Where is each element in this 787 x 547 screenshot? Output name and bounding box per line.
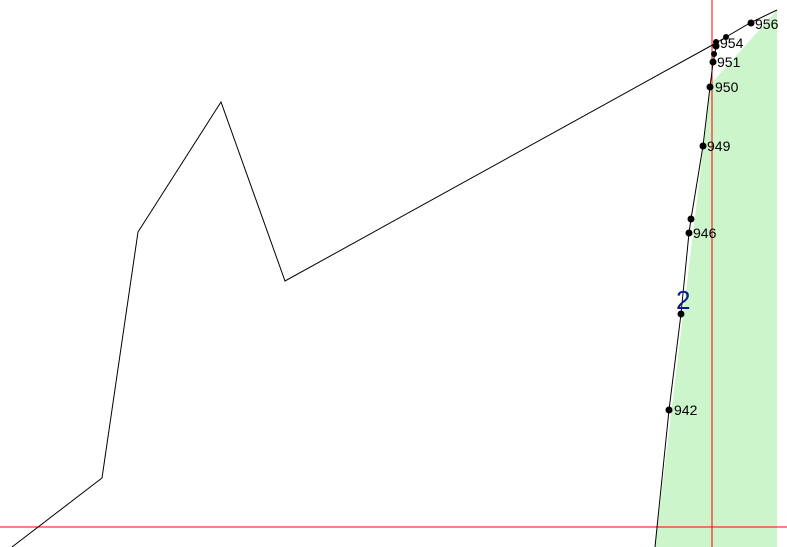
- point-label: 949: [707, 138, 731, 154]
- point-label: 950: [715, 79, 739, 95]
- point-marker: [713, 39, 719, 45]
- point-marker: [709, 58, 717, 66]
- point-marker: [687, 215, 695, 223]
- point-marker: [723, 34, 729, 40]
- point-label: 951: [717, 54, 741, 70]
- point-marker: [685, 229, 693, 237]
- survey-point-956[interactable]: 956: [747, 16, 779, 32]
- parcel-number-label[interactable]: 2: [676, 285, 690, 315]
- point-marker: [665, 406, 673, 414]
- point-marker: [699, 142, 707, 150]
- point-marker: [747, 19, 755, 27]
- survey-point-949[interactable]: 949: [699, 138, 731, 154]
- point-marker: [711, 51, 717, 57]
- survey-point-unlabeled[interactable]: [687, 215, 695, 223]
- point-marker: [677, 310, 685, 318]
- point-marker: [706, 83, 714, 91]
- survey-point-unlabeled[interactable]: [711, 51, 717, 57]
- survey-point-unlabeled[interactable]: [677, 310, 685, 318]
- survey-point-951[interactable]: 951: [709, 54, 741, 70]
- survey-point-unlabeled[interactable]: [723, 34, 729, 40]
- point-label: 956: [755, 16, 779, 32]
- survey-point-950[interactable]: 950: [706, 79, 739, 95]
- neighbor-boundary-line: [11, 42, 717, 547]
- survey-point-942[interactable]: 942: [665, 402, 698, 418]
- survey-point-unlabeled[interactable]: [713, 39, 719, 45]
- point-label: 942: [674, 402, 698, 418]
- survey-point-946[interactable]: 946: [685, 225, 717, 241]
- parcel-area[interactable]: [655, 10, 777, 547]
- point-label: 946: [693, 225, 717, 241]
